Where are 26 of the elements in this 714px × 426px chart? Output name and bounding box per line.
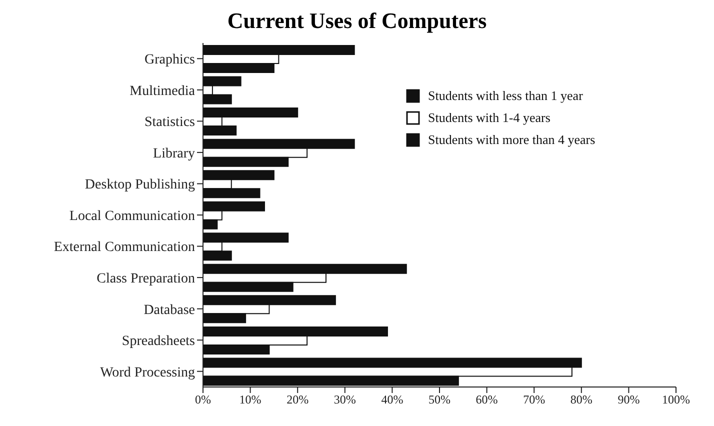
y-tick-label: Class Preparation	[96, 272, 195, 287]
legend-label: Students with 1-4 years	[428, 110, 550, 126]
y-tick-label: External Communication	[54, 240, 195, 256]
x-tick-label: 30%	[334, 392, 356, 407]
y-tick-label: Local Communication	[69, 208, 195, 224]
x-tick-label: 70%	[523, 392, 546, 407]
y-tick-label: Word Processing	[100, 365, 195, 380]
chart-title: Current Uses of Computers	[226, 8, 488, 35]
y-tick-label: Statistics	[144, 115, 195, 130]
y-tick-label: Desktop Publishing	[84, 178, 195, 193]
y-tick-label: Multimedia	[130, 84, 196, 99]
x-tick-label: 50%	[428, 392, 450, 407]
x-tick-label: 10%	[239, 392, 262, 407]
legend-label: Students with less than 1 year	[428, 88, 583, 104]
x-tick-label: 40%	[381, 392, 404, 407]
x-tick-label: 80%	[570, 392, 592, 407]
y-tick-label: Graphics	[144, 52, 195, 68]
x-tick-label: 20%	[286, 392, 309, 407]
y-tick-label: Library	[153, 146, 195, 162]
x-tick-label: 100%	[662, 392, 690, 407]
x-tick-label: 90%	[618, 392, 640, 407]
x-tick-label: 0%	[195, 392, 211, 407]
x-tick-label: 60%	[476, 392, 498, 407]
y-tick-label: Spreadsheets	[122, 334, 195, 350]
y-tick-label: Database	[144, 302, 195, 318]
legend-label: Students with more than 4 years	[428, 132, 596, 148]
